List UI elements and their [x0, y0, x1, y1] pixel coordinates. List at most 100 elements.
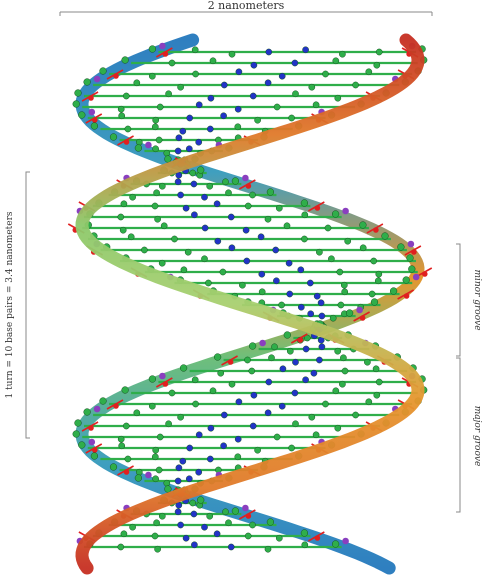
base-atom — [189, 499, 197, 507]
base-atom — [222, 508, 229, 516]
base-atom — [250, 61, 258, 69]
base-atom — [118, 112, 126, 120]
base-atom — [339, 50, 346, 58]
base-atom — [273, 103, 281, 111]
base-atom — [129, 523, 136, 531]
base-atom — [219, 268, 227, 276]
base-atom — [288, 114, 295, 122]
base-atom — [265, 48, 273, 56]
sugar-atom — [266, 518, 275, 526]
base-atom — [158, 182, 166, 190]
sugar-atom — [408, 265, 416, 273]
base-atom — [234, 453, 242, 461]
base-atom — [234, 123, 242, 131]
base-atom — [190, 180, 198, 188]
sugar-atom — [197, 496, 205, 504]
base-atom — [191, 46, 199, 54]
base-atom — [370, 257, 378, 265]
phosphorus-atom — [88, 438, 96, 446]
base-atom — [117, 105, 125, 113]
base-atom — [279, 365, 287, 373]
base-atom — [278, 301, 285, 309]
base-atom — [227, 213, 235, 221]
base-atom — [286, 347, 294, 355]
sugar-atom — [121, 386, 129, 394]
base-atom — [191, 376, 199, 384]
base-atom — [243, 257, 251, 265]
base-atom — [249, 521, 256, 529]
base-atom — [195, 138, 203, 146]
sugar-atom — [231, 177, 240, 185]
base-atom — [242, 226, 250, 234]
base-atom — [201, 193, 208, 201]
sugar-atom — [359, 221, 367, 229]
base-atom — [337, 301, 345, 309]
base-atom — [340, 281, 348, 289]
base-atom — [179, 127, 187, 135]
base-atom — [124, 455, 132, 463]
base-atom — [186, 114, 194, 122]
base-atom — [220, 442, 227, 450]
oxygen-bond — [397, 289, 415, 300]
base-atom — [225, 519, 232, 527]
base-atom — [341, 288, 349, 296]
base-atom — [214, 237, 222, 245]
base-atom — [209, 57, 217, 65]
base-atom — [201, 224, 209, 232]
base-atom — [206, 455, 214, 463]
base-atom — [254, 446, 261, 454]
base-atom — [307, 310, 315, 318]
sugar-atom — [389, 287, 398, 295]
base-atom — [195, 101, 203, 109]
sugar-atom — [99, 67, 107, 75]
width-bracket: 2 nanometers — [59, 0, 433, 16]
oxygen-bond — [106, 399, 124, 410]
base-atom — [322, 400, 329, 408]
oxygen-bond — [353, 311, 370, 322]
base-atom — [124, 125, 132, 133]
base-atom — [168, 59, 176, 67]
base-atom — [301, 235, 308, 243]
base-atom — [312, 101, 320, 109]
phosphorus-atom — [242, 504, 249, 512]
sugar-atom — [266, 188, 275, 196]
base-atom — [264, 79, 272, 87]
base-atom — [257, 233, 265, 241]
oxygen-bond — [85, 443, 103, 454]
base-atom — [291, 59, 299, 67]
base-atom — [375, 48, 383, 56]
base-atom — [192, 400, 199, 408]
base-atom — [228, 244, 236, 252]
backbone-strand-b — [75, 33, 425, 575]
backbone-ribbon-a — [75, 33, 425, 575]
sugar-atom — [231, 507, 240, 515]
base-atom — [158, 259, 166, 267]
base-atom — [264, 545, 272, 553]
sugar-atom — [134, 144, 143, 152]
sugar-atom — [83, 408, 91, 416]
sugar-atom — [397, 243, 405, 251]
base-atom — [318, 343, 326, 351]
sugar-atom — [164, 485, 172, 493]
base-atom — [117, 213, 125, 221]
sugar-atom — [134, 474, 143, 482]
base-atom — [182, 534, 190, 542]
sugar-atom — [78, 441, 86, 449]
base-atom — [205, 279, 212, 287]
base-atom — [278, 402, 286, 410]
base-atom — [220, 411, 228, 419]
sugar-atom — [197, 166, 205, 174]
base-atom — [244, 356, 251, 364]
oxygen-bond — [85, 113, 103, 124]
base-atom — [271, 343, 278, 351]
base-atom — [339, 380, 346, 388]
oxygen-bond — [307, 201, 325, 212]
base-atom — [308, 413, 316, 421]
sugar-atom — [72, 430, 80, 438]
base-atom — [119, 226, 127, 234]
base-atom — [249, 191, 256, 199]
base-atom — [122, 422, 130, 430]
sugar-atom — [90, 452, 99, 460]
base-atom — [292, 90, 299, 98]
